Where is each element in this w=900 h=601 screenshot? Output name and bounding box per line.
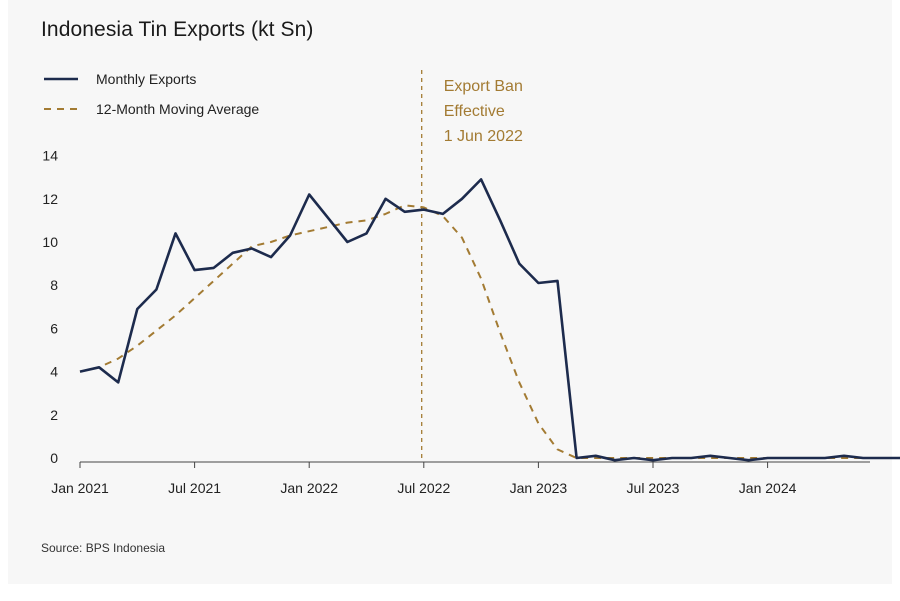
y-tick-label: 12 <box>42 191 58 207</box>
x-tick-label: Jan 2021 <box>51 480 109 496</box>
y-tick-label: 4 <box>50 364 58 380</box>
source-note: Source: BPS Indonesia <box>41 541 166 555</box>
series-group <box>79 178 900 462</box>
chart-title: Indonesia Tin Exports (kt Sn) <box>41 18 314 41</box>
series-line-moving-average <box>79 204 900 459</box>
y-tick-label: 14 <box>42 148 58 164</box>
legend: Monthly Exports 12-Month Moving Average <box>44 71 259 117</box>
x-tick-label: Jan 2024 <box>739 480 797 496</box>
export-ban-annotation: Export Ban Effective 1 Jun 2022 <box>421 70 523 462</box>
y-tick-label: 6 <box>50 320 58 336</box>
legend-label-average: 12-Month Moving Average <box>96 101 259 117</box>
y-tick-label: 10 <box>42 234 58 250</box>
y-tick-label: 2 <box>50 407 58 423</box>
x-tick-label: Jul 2023 <box>627 480 680 496</box>
legend-label-monthly: Monthly Exports <box>96 71 196 87</box>
x-tick-label: Jul 2021 <box>168 480 221 496</box>
annotation-text: 1 Jun 2022 <box>444 128 523 145</box>
y-tick-label: 0 <box>50 450 58 466</box>
x-tick-label: Jul 2022 <box>397 480 450 496</box>
annotation-text: Effective <box>444 103 505 120</box>
x-tick-label: Jan 2022 <box>280 480 338 496</box>
x-tick-label: Jan 2023 <box>510 480 568 496</box>
y-tick-label: 8 <box>50 277 58 293</box>
annotation-text: Export Ban <box>444 78 523 95</box>
series-line-monthly-exports <box>79 178 900 462</box>
x-axis: Jan 2021 Jul 2021 Jan 2022 Jul 2022 Jan 2023… <box>51 461 870 496</box>
y-axis: 0 2 4 6 8 10 12 14 <box>42 148 58 466</box>
